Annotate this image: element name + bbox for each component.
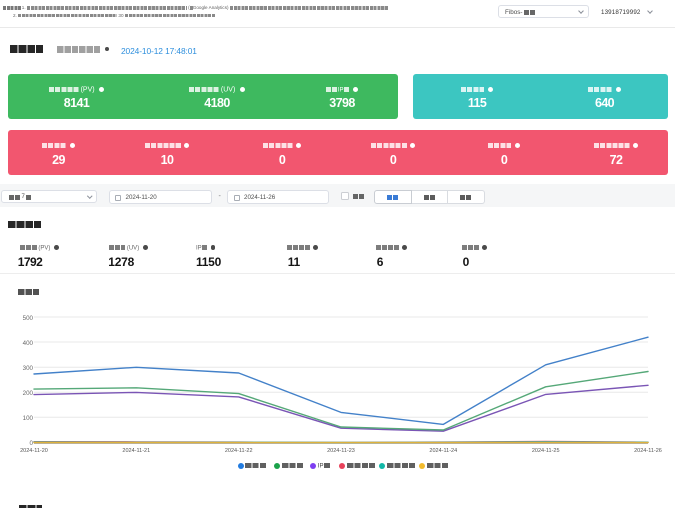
- svg-text:100: 100: [23, 415, 34, 422]
- svg-text:2024-11-20: 2024-11-20: [20, 448, 48, 454]
- svg-text:400: 400: [23, 340, 34, 347]
- svg-text:300: 300: [23, 365, 34, 372]
- svg-text:200: 200: [23, 390, 34, 397]
- svg-text:2024-11-26: 2024-11-26: [634, 448, 662, 454]
- svg-text:2024-11-23: 2024-11-23: [327, 448, 355, 454]
- svg-text:2024-11-25: 2024-11-25: [532, 448, 560, 454]
- svg-text:2024-11-22: 2024-11-22: [225, 448, 253, 454]
- svg-text:0: 0: [30, 440, 34, 447]
- svg-text:500: 500: [23, 315, 34, 322]
- svg-text:2024-11-21: 2024-11-21: [122, 448, 150, 454]
- svg-text:2024-11-24: 2024-11-24: [429, 448, 457, 454]
